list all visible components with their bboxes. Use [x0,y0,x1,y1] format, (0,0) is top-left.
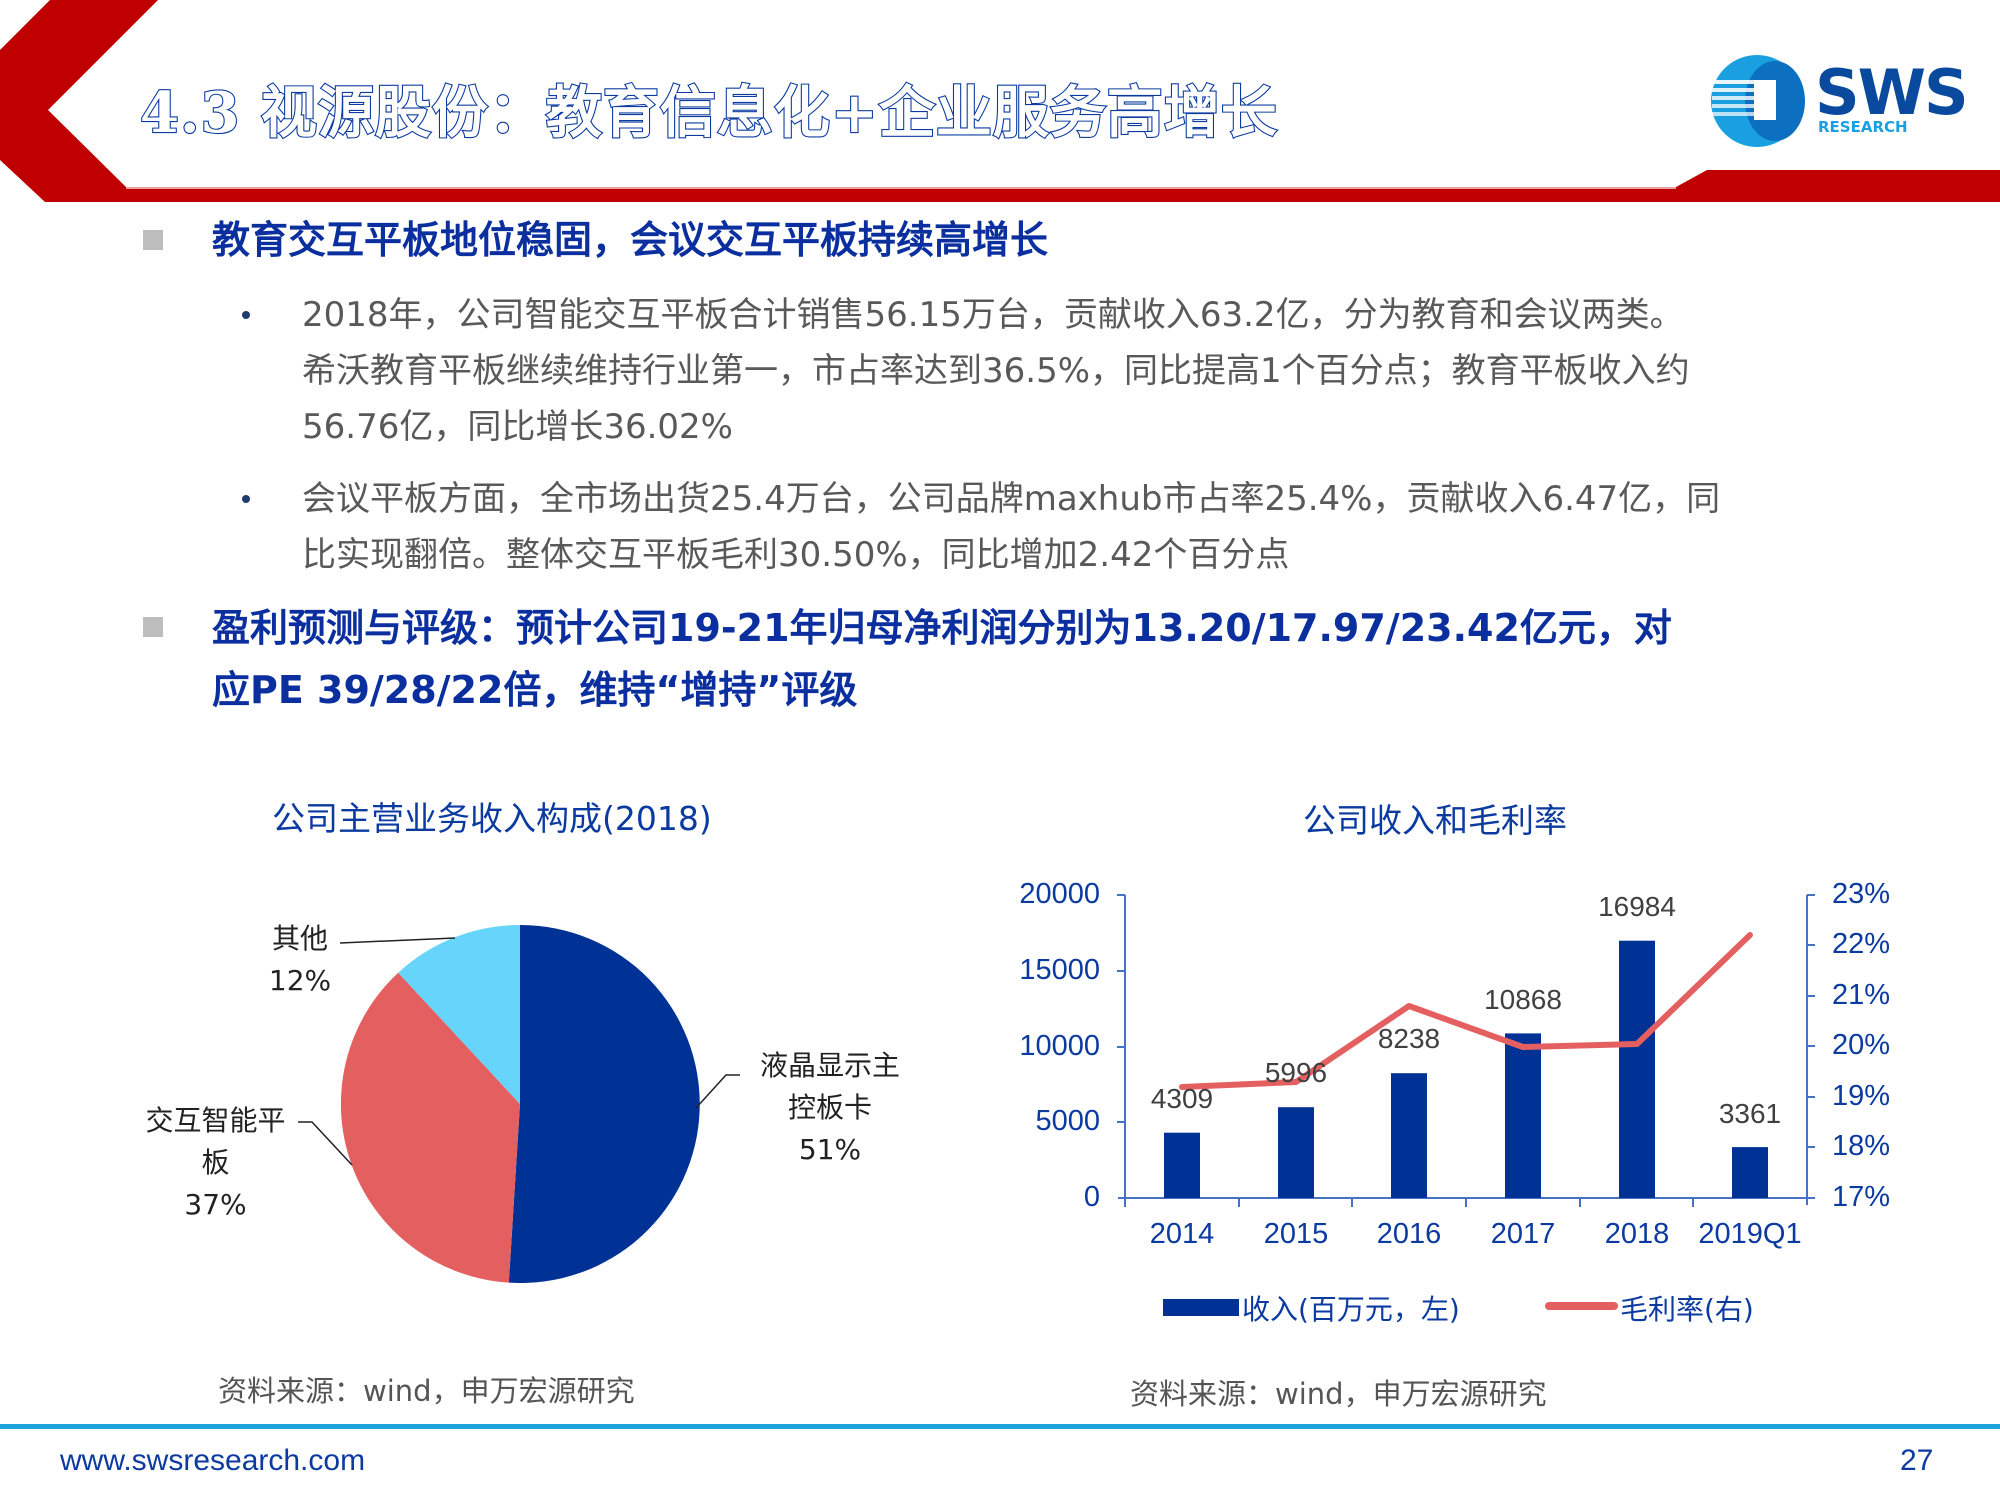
bullet-text-line: 比实现翻倍。整体交互平板毛利30.50%，同比增加2.42个百分点 [302,535,1290,575]
x-tick-label: 2019Q1 [1698,1218,1802,1250]
rating-heading: 应PE 39/28/22倍，维持“增持”评级 [212,668,858,712]
pie-label-panel: 交互智能平 板 37% [128,1100,303,1226]
leader-line-lcd [695,1074,740,1109]
bullet-text-line: 会议平板方面，全市场出货25.4万台，公司品牌maxhub市占率25.4%，贡献… [302,479,1721,519]
y-right-tick: 17% [1832,1181,1891,1213]
rating-heading: 盈利预测与评级：预计公司19-21年归母净利润分别为13.20/17.97/23… [212,606,1672,650]
bar-value-label: 4309 [1150,1083,1214,1114]
round-bullet-icon [242,311,250,319]
y-right-tick: 21% [1832,979,1891,1011]
footer-divider [0,1424,2000,1429]
pie-label-name: 其他 [271,922,328,955]
x-tick-label: 2016 [1376,1218,1442,1250]
pie-label-value: 37% [184,1188,247,1221]
combo-chart-plot [1117,894,1815,1207]
pie-chart-title: 公司主营业务收入构成(2018) [272,799,712,838]
y-left-tick: 20000 [1019,878,1100,910]
pie-label-value: 51% [798,1133,862,1166]
pie-label-other: 其他 12% [250,918,350,1002]
bar-2017 [1505,1033,1541,1198]
section-heading: 教育交互平板地位稳固，会议交互平板持续高增长 [212,218,1049,262]
y-left-tick: 15000 [1019,954,1100,986]
x-tick-label: 2014 [1149,1218,1215,1250]
bar-2014 [1164,1132,1200,1198]
sws-logo-icon [1711,55,1805,147]
pie-label-name: 板 [201,1146,230,1179]
pie-slice-lcd-board [508,924,700,1283]
footer-website-link[interactable]: www.swsresearch.com [60,1444,366,1477]
square-bullet-icon [143,617,163,637]
legend-swatch-margin-icon [1545,1302,1618,1310]
page-title: 4.3 视源股份：教育信息化+企业服务高增长 [139,79,1278,147]
pie-label-lcd: 液晶显示主 控板卡 51% [740,1045,920,1171]
combo-chart-title: 公司收入和毛利率 [1303,801,1567,840]
bar-value-label: 8238 [1377,1023,1441,1054]
pie-slice-other [398,924,520,1104]
bullet-text-line: 2018年，公司智能交互平板合计销售56.15万台，贡献收入63.2亿，分为教育… [302,295,1684,335]
pie-label-value: 12% [268,964,332,997]
x-tick-label: 2015 [1263,1218,1329,1250]
y-right-tick: 19% [1832,1080,1891,1112]
y-left-tick: 10000 [1019,1030,1100,1062]
header-band [0,0,2000,202]
y-right-tick: 23% [1832,878,1891,910]
bar-value-label: 10868 [1484,984,1562,1015]
bar-2015 [1278,1107,1314,1198]
bar-value-label: 3361 [1718,1098,1782,1129]
bar-2018 [1619,940,1655,1198]
combo-source-note: 资料来源：wind，申万宏源研究 [1130,1377,1547,1411]
pie-chart [298,924,740,1283]
leader-line-other [339,937,456,944]
pie-slice-interactive-panel [340,972,520,1283]
header-red-frame [0,0,2000,202]
y-right-tick: 18% [1832,1130,1891,1162]
bar-value-label: 16984 [1598,891,1676,922]
bullet-text-line: 56.76亿，同比增长36.02% [302,407,733,447]
bullet-text-line: 希沃教育平板继续维持行业第一，市占率达到36.5%，同比提高1个百分点；教育平板… [302,351,1690,391]
y-left-tick: 5000 [1035,1105,1100,1137]
x-tick-label: 2017 [1490,1218,1556,1250]
legend-swatch-revenue-icon [1163,1299,1239,1316]
pie-label-name: 交互智能平 [145,1104,286,1137]
bar-2016 [1391,1073,1427,1198]
pie-label-name: 控板卡 [787,1091,872,1124]
logo-wordmark: SWS [1815,56,1969,129]
pie-source-note: 资料来源：wind，申万宏源研究 [218,1374,635,1408]
pie-label-name: 液晶显示主 [759,1049,900,1082]
x-tick-label: 2018 [1604,1218,1670,1250]
y-right-tick: 22% [1832,928,1891,960]
y-left-tick: 0 [1083,1181,1100,1213]
square-bullet-icon [143,230,163,250]
page-number: 27 [1900,1444,1934,1477]
leader-line-panel [298,1121,353,1166]
round-bullet-icon [242,495,250,503]
legend-label-margin: 毛利率(右) [1620,1293,1754,1326]
legend-label-revenue: 收入(百万元，左) [1242,1293,1460,1326]
logo-subtitle: RESEARCH [1818,118,1908,136]
bar-value-label: 5996 [1264,1057,1328,1088]
bar-2019q1 [1732,1147,1768,1198]
y-right-tick: 20% [1832,1029,1891,1061]
gross-margin-line [1179,932,1753,1090]
